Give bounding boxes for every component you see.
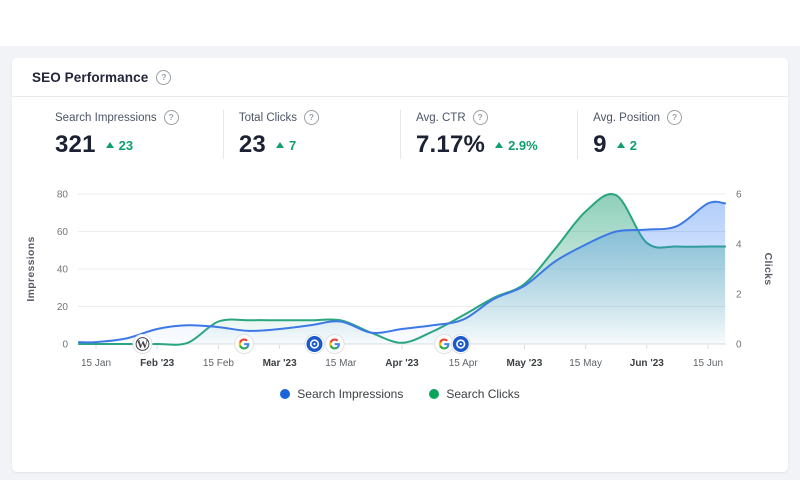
impressions-line[interactable]: [77, 200, 727, 344]
delta-value: 2.9%: [508, 137, 538, 153]
google-icon[interactable]: [234, 334, 255, 354]
kpi-label: Search Impressions: [55, 111, 157, 124]
left-axis-tick-label: 60: [57, 227, 69, 238]
x-axis-tick-label: 15 Feb: [203, 358, 235, 369]
kpi-row: Search Impressions ? 321 23 Total Clicks…: [12, 97, 788, 168]
help-icon[interactable]: ?: [163, 110, 179, 125]
blue-badge-icon[interactable]: [304, 334, 325, 354]
kpi-delta: 23: [105, 137, 134, 153]
wordpress-icon[interactable]: W: [132, 334, 153, 354]
left-axis-tick-label: 20: [57, 302, 69, 313]
google-icon[interactable]: [324, 334, 345, 354]
kpi-avg-position: Avg. Position ? 9 2: [577, 110, 788, 159]
delta-up-icon: [495, 142, 504, 148]
left-axis-tick-label: 0: [62, 340, 68, 351]
x-axis-tick-label: 15 Mar: [325, 358, 357, 369]
legend-label: Search Impressions: [297, 387, 404, 401]
clicks-legend-dot-icon: [429, 389, 440, 399]
help-icon[interactable]: ?: [156, 69, 172, 85]
chart-area: 0 20 40 60 80 0 2 4 6 Impressions Clicks 15 Jan Feb …: [20, 182, 776, 383]
right-axis-tick-label: 4: [736, 240, 742, 251]
x-axis-tick-label: May '23: [507, 358, 543, 369]
kpi-label: Avg. CTR: [416, 111, 466, 124]
x-axis-tick-label: 15 Jun: [693, 358, 723, 369]
impressions-legend-dot-icon: [280, 389, 291, 399]
kpi-value: 7.17%: [416, 131, 486, 158]
help-icon[interactable]: ?: [303, 110, 319, 125]
chart-legend: Search Impressions Search Clicks: [12, 387, 788, 401]
kpi-delta: 2: [616, 137, 637, 153]
page-title: SEO Performance: [32, 69, 149, 85]
kpi-value: 321: [55, 131, 96, 158]
x-axis-tick-label: Jun '23: [630, 358, 664, 369]
blue-badge-icon[interactable]: [450, 334, 471, 354]
right-axis-title: Clicks: [762, 253, 774, 286]
left-axis-title: Impressions: [25, 236, 37, 301]
delta-up-icon: [105, 142, 114, 148]
x-axis-tick-label: Feb '23: [140, 358, 174, 369]
kpi-label: Avg. Position: [593, 111, 661, 124]
right-axis-tick-label: 2: [736, 290, 742, 301]
svg-text:W: W: [137, 339, 149, 351]
delta-value: 23: [118, 137, 134, 153]
seo-chart: 0 20 40 60 80 0 2 4 6 Impressions Clicks 15 Jan Feb …: [25, 190, 774, 370]
kpi-delta: 7: [275, 137, 297, 153]
page-background: SEO Performance ? Search Impressions ? 3…: [0, 46, 800, 480]
legend-item-impressions[interactable]: Search Impressions: [280, 387, 403, 401]
right-axis-tick-label: 0: [736, 340, 742, 351]
kpi-search-impressions: Search Impressions ? 321 23: [12, 110, 223, 159]
impressions-area: [78, 201, 726, 344]
x-axis-tick-label: 15 May: [569, 358, 602, 369]
kpi-value: 23: [238, 131, 266, 158]
kpi-avg-ctr: Avg. CTR ? 7.17% 2.9%: [400, 110, 577, 159]
left-axis-tick-label: 80: [57, 190, 69, 201]
legend-label: Search Clicks: [446, 387, 520, 401]
help-icon[interactable]: ?: [667, 110, 683, 125]
seo-performance-card: SEO Performance ? Search Impressions ? 3…: [12, 58, 788, 472]
help-icon[interactable]: ?: [472, 110, 488, 125]
delta-up-icon: [275, 142, 284, 148]
kpi-label: Total Clicks: [238, 111, 297, 124]
legend-item-clicks[interactable]: Search Clicks: [429, 387, 520, 401]
x-axis-tick-label: Mar '23: [263, 358, 298, 369]
left-axis-tick-label: 40: [57, 265, 69, 276]
kpi-delta: 2.9%: [495, 138, 538, 153]
delta-value: 7: [288, 137, 297, 153]
x-axis-tick-label: Apr '23: [385, 358, 419, 369]
delta-up-icon: [616, 142, 625, 148]
right-axis-tick-label: 6: [736, 190, 742, 201]
delta-value: 2: [629, 137, 637, 153]
kpi-value: 9: [593, 131, 607, 158]
x-axis-tick-label: 15 Jan: [81, 358, 111, 369]
x-axis-tick-label: 15 Apr: [449, 358, 479, 369]
card-header: SEO Performance ?: [12, 58, 788, 97]
kpi-total-clicks: Total Clicks ? 23 7: [222, 110, 400, 159]
